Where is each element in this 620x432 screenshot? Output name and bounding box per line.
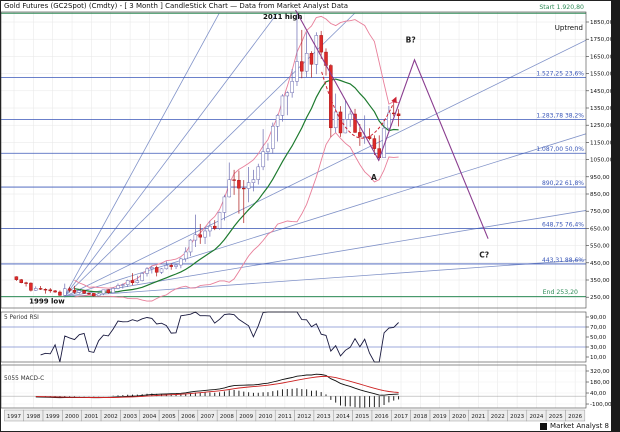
svg-text:50,00: 50,00 [590,335,606,341]
svg-text:70,00: 70,00 [590,325,606,331]
candlesticks [14,12,401,297]
svg-text:650,00: 650,00 [590,226,610,232]
svg-text:180,00: 180,00 [590,380,610,386]
taskbar-app-label[interactable]: Market Analyst 8 [550,422,609,430]
svg-text:2020: 2020 [452,414,466,420]
svg-text:End 253,20: End 253,20 [543,289,578,296]
svg-text:C?: C? [479,251,489,260]
svg-text:648,75 76,4%: 648,75 76,4% [542,222,584,229]
svg-text:2026: 2026 [568,414,582,420]
svg-text:1997: 1997 [7,414,21,420]
svg-text:1450,00: 1450,00 [590,89,614,95]
svg-text:2004: 2004 [142,414,156,420]
svg-text:Start 1.920,80: Start 1.920,80 [539,4,584,11]
svg-text:2002: 2002 [104,414,118,420]
svg-text:443,31 88,6%: 443,31 88,6% [542,257,584,264]
svg-text:1150,00: 1150,00 [590,140,614,146]
svg-text:320,00: 320,00 [590,369,610,375]
svg-text:2016: 2016 [375,414,389,420]
svg-text:1999: 1999 [46,414,60,420]
svg-text:1.527,25 23,6%: 1.527,25 23,6% [536,71,584,78]
svg-text:2018: 2018 [413,414,427,420]
svg-text:2019: 2019 [433,414,447,420]
svg-text:5055 MACD-C: 5055 MACD-C [4,376,44,382]
svg-text:1998: 1998 [26,414,40,420]
svg-text:2024: 2024 [529,414,543,420]
svg-text:2006: 2006 [181,414,195,420]
taskbar[interactable]: Market Analyst 8 [540,422,609,430]
svg-text:550,00: 550,00 [590,244,610,250]
annotations: 2011 high 1999 low Uptrend [29,13,583,306]
svg-text:2010: 2010 [259,414,273,420]
svg-text:750,00: 750,00 [590,209,610,215]
svg-text:1250,00: 1250,00 [590,123,614,129]
app-icon [540,422,548,430]
svg-text:2025: 2025 [549,414,563,420]
svg-text:2003: 2003 [123,414,137,420]
svg-text:2000: 2000 [65,414,79,420]
scrollbar[interactable] [611,0,620,432]
svg-text:40,00: 40,00 [590,391,606,397]
svg-text:2001: 2001 [84,414,98,420]
wave-projection: A B? C? [295,9,489,260]
svg-text:1.283,78 38,2%: 1.283,78 38,2% [536,112,584,119]
svg-text:2009: 2009 [239,414,253,420]
svg-text:950,00: 950,00 [590,175,610,181]
svg-text:1.087,00 50,0%: 1.087,00 50,0% [536,146,584,153]
year-axis: 1997 1998 1999 2000 2001 2002 2003 2004 2005 2006… [4,409,586,422]
svg-text:2011 high: 2011 high [263,13,302,21]
reversal-arrow [321,71,397,139]
gridlines [1,12,586,408]
price-axis: 1850,00 1750,00 1650,00 1550,00 1450,00 1350,… [586,20,614,301]
svg-text:350,00: 350,00 [590,278,610,284]
svg-text:2022: 2022 [491,414,505,420]
svg-text:A: A [371,173,377,182]
svg-text:1050,00: 1050,00 [590,158,614,164]
svg-text:-100,00: -100,00 [590,402,612,408]
moving-average-line [74,78,399,293]
fibonacci-levels: 1.527,25 23,6% 1.283,78 38,2% 1.087,00 50,… [1,71,586,265]
svg-text:2008: 2008 [220,414,234,420]
svg-text:850,00: 850,00 [590,192,610,198]
svg-text:1650,00: 1650,00 [590,54,614,60]
svg-text:890,22 61,8%: 890,22 61,8% [542,180,584,187]
svg-text:2007: 2007 [201,414,215,420]
svg-text:10,00: 10,00 [590,355,606,361]
svg-text:1350,00: 1350,00 [590,106,614,112]
svg-text:30,00: 30,00 [590,345,606,351]
svg-text:2023: 2023 [510,414,524,420]
svg-text:450,00: 450,00 [590,261,610,267]
svg-text:1550,00: 1550,00 [590,72,614,78]
svg-text:2011: 2011 [278,414,292,420]
svg-text:2014: 2014 [336,414,350,420]
rsi-panel: 90,00 70,00 50,00 30,00 10,00 5 Period RSI [1,311,606,363]
svg-text:2012: 2012 [297,414,311,420]
svg-text:1850,00: 1850,00 [590,20,614,26]
chart-title: Gold Futures (GC2Spot) (Cmdty) - [ 3 Mon… [4,2,349,10]
svg-text:2021: 2021 [471,414,485,420]
svg-text:2005: 2005 [162,414,176,420]
svg-text:250,00: 250,00 [590,295,610,301]
svg-text:Uptrend: Uptrend [555,24,583,32]
svg-text:2017: 2017 [394,414,408,420]
svg-text:1750,00: 1750,00 [590,37,614,43]
svg-text:B?: B? [406,36,416,45]
svg-text:2013: 2013 [317,414,331,420]
macd-panel: 320,00 180,00 40,00 -100,00 5055 MACD-C [1,369,612,408]
svg-text:2015: 2015 [355,414,369,420]
svg-text:90,00: 90,00 [590,315,606,321]
svg-text:5 Period RSI: 5 Period RSI [4,315,39,321]
svg-text:1999 low: 1999 low [29,298,65,306]
